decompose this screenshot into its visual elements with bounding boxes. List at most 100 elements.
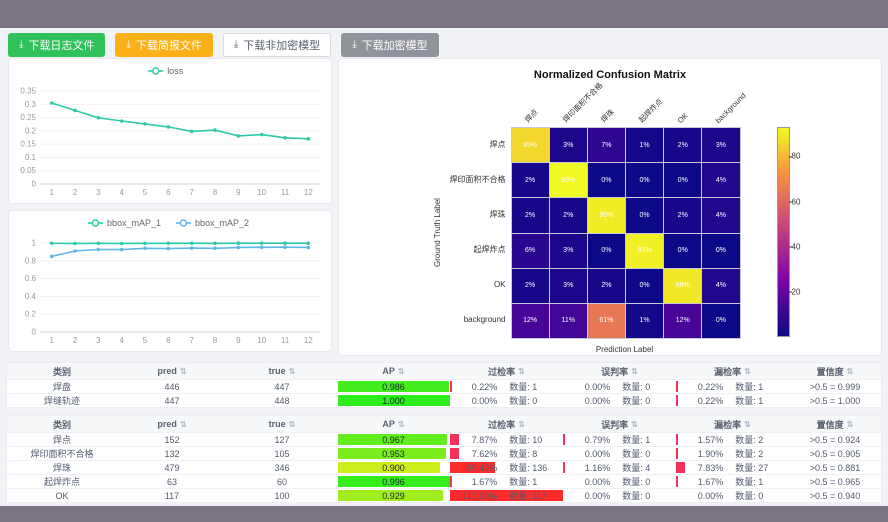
header-true[interactable]: true ⇅ <box>227 363 337 379</box>
cm-cell-3-1: 3% <box>549 233 587 268</box>
missdetect-percent: 0.22% <box>697 381 724 392</box>
x-tick-label: 2 <box>73 336 78 345</box>
metrics-table-1: 类别 pred ⇅ true ⇅ AP ⇅ 过检率 ⇅ 误判率 ⇅ 漏检率 ⇅ 置信度 ⇅ 焊盘 446 447 0… <box>6 362 882 408</box>
table-header-row: 类别 pred ⇅ true ⇅ AP ⇅ 过检率 ⇅ 误判率 ⇅ 漏检率 ⇅ 置信度 ⇅ <box>7 416 881 433</box>
x-tick-label: 9 <box>236 336 241 345</box>
sort-caret-icon[interactable]: ⇅ <box>744 366 751 376</box>
sort-caret-icon[interactable]: ⇅ <box>631 419 638 429</box>
header-误判率[interactable]: 误判率 ⇅ <box>563 363 676 379</box>
legend-item-bbox_mAP_1[interactable]: bbox_mAP_1 <box>88 218 161 228</box>
data-point <box>236 134 241 138</box>
col-label-5: background <box>713 90 748 125</box>
overdetect-bar <box>450 434 459 445</box>
header-漏检率[interactable]: 漏检率 ⇅ <box>676 363 789 379</box>
header-pred[interactable]: pred ⇅ <box>117 416 227 432</box>
sort-caret-icon[interactable]: ⇅ <box>179 366 187 376</box>
overdetect-count: 数量: 0 <box>509 396 538 406</box>
header-过检率[interactable]: 过检率 ⇅ <box>450 416 563 432</box>
pred-cell: 479 <box>164 462 180 473</box>
sort-caret-icon[interactable]: ⇅ <box>744 419 751 429</box>
header-true[interactable]: true ⇅ <box>227 416 337 432</box>
true-cell: 448 <box>274 395 290 406</box>
table-row: 焊缝轨迹 447 448 1.000 0.00% 数量: 0 0.00% 数量: 0 0.22%… <box>7 394 881 407</box>
colorbar: 20 40 60 80 <box>776 127 800 337</box>
col-label-2: 焊珠 <box>598 107 616 125</box>
button-label: 下载非加密模型 <box>243 40 321 52</box>
x-tick-label: 11 <box>281 188 290 197</box>
x-tick-label: 7 <box>189 336 194 345</box>
x-tick-label: 11 <box>281 336 290 345</box>
button-label: 下载简报文件 <box>135 40 202 52</box>
colorbar-gradient <box>776 127 790 337</box>
overdetect-cell: 39.42% 数量: 136 <box>450 461 563 474</box>
misjudge-count: 数量: 0 <box>622 477 651 487</box>
sort-caret-icon[interactable]: ⇅ <box>631 366 638 376</box>
data-point <box>283 136 287 140</box>
y-tick-label: 0.6 <box>25 274 37 283</box>
header-置信度[interactable]: 置信度 ⇅ <box>789 416 881 432</box>
row-label-1: 焊印面积不合格 <box>449 175 506 184</box>
misjudge-cell: 1.16% 数量: 4 <box>563 461 676 474</box>
overdetect-bar <box>450 381 452 392</box>
data-point <box>306 241 311 245</box>
y-tick-label: 0 <box>32 180 37 189</box>
cm-cell-5-2: 61% <box>587 303 625 338</box>
ap-bar <box>338 395 450 406</box>
missdetect-cell: 7.83% 数量: 27 <box>676 461 789 474</box>
download-icon: ⤓ <box>352 39 357 50</box>
download-button-1[interactable]: ⤓ 下载简报文件 <box>115 33 213 57</box>
button-label: 下载加密模型 <box>361 40 428 52</box>
missdetect-percent: 1.57% <box>697 434 724 445</box>
misjudge-count: 数量: 0 <box>622 396 651 406</box>
header-误判率[interactable]: 误判率 ⇅ <box>563 416 676 432</box>
data-point <box>189 246 194 250</box>
header-置信度[interactable]: 置信度 ⇅ <box>789 363 881 379</box>
sort-caret-icon[interactable]: ⇅ <box>397 366 405 376</box>
ap-value: 0.929 <box>382 490 405 501</box>
misjudge-cell: 0.00% 数量: 0 <box>563 447 676 460</box>
legend-label: bbox_mAP_1 <box>107 218 161 228</box>
overdetect-percent: 7.87% <box>471 434 498 445</box>
sort-caret-icon[interactable]: ⇅ <box>846 419 854 429</box>
header-label: true <box>268 419 286 429</box>
sort-caret-icon[interactable]: ⇅ <box>846 366 854 376</box>
legend-item-bbox_mAP_2[interactable]: bbox_mAP_2 <box>176 218 249 228</box>
sort-caret-icon[interactable]: ⇅ <box>518 419 525 429</box>
sort-caret-icon[interactable]: ⇅ <box>397 419 405 429</box>
header-过检率[interactable]: 过检率 ⇅ <box>450 363 563 379</box>
metrics-table-2: 类别 pred ⇅ true ⇅ AP ⇅ 过检率 ⇅ 误判率 ⇅ 漏检率 ⇅ 置信度 ⇅ 焊点 152 127 0… <box>6 415 882 503</box>
legend-item-loss[interactable]: loss <box>148 66 184 76</box>
confidence-cell: >0.5 = 0.965 <box>809 476 861 487</box>
overdetect-percent: 39.42% <box>466 462 498 473</box>
missdetect-percent: 0.00% <box>697 490 724 501</box>
ap-bar <box>338 448 446 459</box>
col-label-4: OK <box>675 110 690 125</box>
overdetect-percent: 1.67% <box>471 476 498 487</box>
data-point <box>119 119 124 123</box>
download-button-2[interactable]: ⤓ 下载非加密模型 <box>222 33 332 57</box>
download-button-0[interactable]: ⤓ 下载日志文件 <box>8 33 106 57</box>
header-漏检率[interactable]: 漏检率 ⇅ <box>676 416 789 432</box>
cm-cell-3-0: 6% <box>511 233 549 268</box>
data-point <box>119 241 124 246</box>
class-cell: OK <box>55 490 69 501</box>
header-AP[interactable]: AP ⇅ <box>337 416 450 432</box>
row-label-3: 起焊炸点 <box>473 245 506 254</box>
legend-marker-icon <box>151 67 160 75</box>
cm-cell-5-5: 0% <box>702 303 740 338</box>
sort-caret-icon[interactable]: ⇅ <box>518 366 525 376</box>
sort-caret-icon[interactable]: ⇅ <box>288 366 296 376</box>
cm-cell-1-0: 2% <box>511 163 549 198</box>
metrics-tables: 类别 pred ⇅ true ⇅ AP ⇅ 过检率 ⇅ 误判率 ⇅ 漏检率 ⇅ 置信度 ⇅ 焊盘 446 447 0… <box>6 362 882 510</box>
confidence-cell: >0.5 = 0.905 <box>809 448 861 459</box>
missdetect-count: 数量: 2 <box>735 449 764 459</box>
header-pred[interactable]: pred ⇅ <box>117 363 227 379</box>
cm-cell-0-2: 7% <box>587 128 625 163</box>
data-point <box>259 245 264 250</box>
ap-value: 0.996 <box>382 476 405 487</box>
sort-caret-icon[interactable]: ⇅ <box>288 419 296 429</box>
y-tick-label: 0.8 <box>25 256 37 265</box>
download-button-3[interactable]: ⤓ 下载加密模型 <box>341 33 439 57</box>
header-AP[interactable]: AP ⇅ <box>337 363 450 379</box>
sort-caret-icon[interactable]: ⇅ <box>179 419 187 429</box>
